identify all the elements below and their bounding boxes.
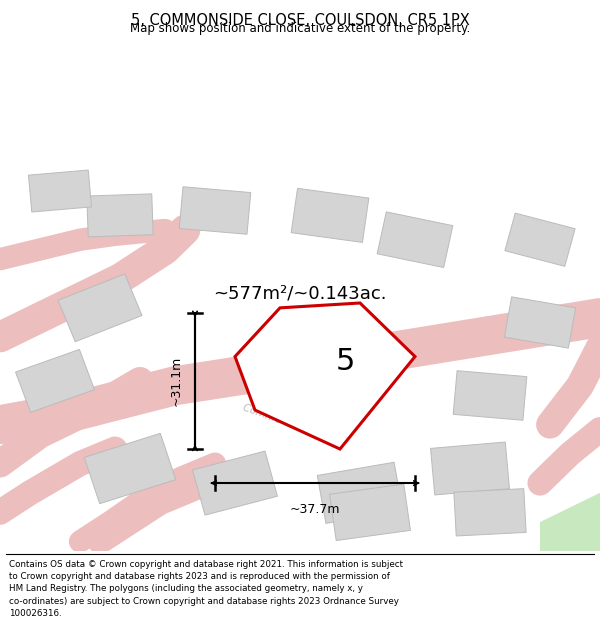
Text: Contains OS data © Crown copyright and database right 2021. This information is : Contains OS data © Crown copyright and d…	[9, 560, 403, 569]
Text: ~31.1m: ~31.1m	[170, 356, 183, 406]
Text: 100026316.: 100026316.	[9, 609, 62, 618]
Polygon shape	[431, 442, 509, 495]
Polygon shape	[235, 303, 415, 449]
Text: 5, COMMONSIDE CLOSE, COULSDON, CR5 1PX: 5, COMMONSIDE CLOSE, COULSDON, CR5 1PX	[131, 12, 469, 28]
Polygon shape	[454, 489, 526, 536]
Polygon shape	[505, 297, 575, 348]
Polygon shape	[317, 462, 403, 523]
Polygon shape	[505, 213, 575, 266]
Text: Map shows position and indicative extent of the property.: Map shows position and indicative extent…	[130, 22, 470, 35]
Polygon shape	[377, 212, 453, 268]
Text: 5: 5	[335, 347, 355, 376]
Polygon shape	[540, 493, 600, 551]
Polygon shape	[193, 451, 277, 515]
Polygon shape	[58, 274, 142, 342]
Text: HM Land Registry. The polygons (including the associated geometry, namely x, y: HM Land Registry. The polygons (includin…	[9, 584, 363, 594]
Polygon shape	[329, 484, 410, 541]
Polygon shape	[179, 187, 251, 234]
Text: to Crown copyright and database rights 2023 and is reproduced with the permissio: to Crown copyright and database rights 2…	[9, 572, 390, 581]
Text: co-ordinates) are subject to Crown copyright and database rights 2023 Ordnance S: co-ordinates) are subject to Crown copyr…	[9, 597, 399, 606]
Text: Commonside Close: Commonside Close	[241, 403, 338, 446]
Polygon shape	[16, 349, 94, 413]
Polygon shape	[87, 194, 153, 237]
Text: ~577m²/~0.143ac.: ~577m²/~0.143ac.	[213, 284, 387, 302]
Polygon shape	[453, 371, 527, 420]
Polygon shape	[84, 433, 176, 504]
Polygon shape	[291, 188, 369, 242]
Text: ~37.7m: ~37.7m	[290, 503, 340, 516]
Polygon shape	[28, 170, 92, 212]
